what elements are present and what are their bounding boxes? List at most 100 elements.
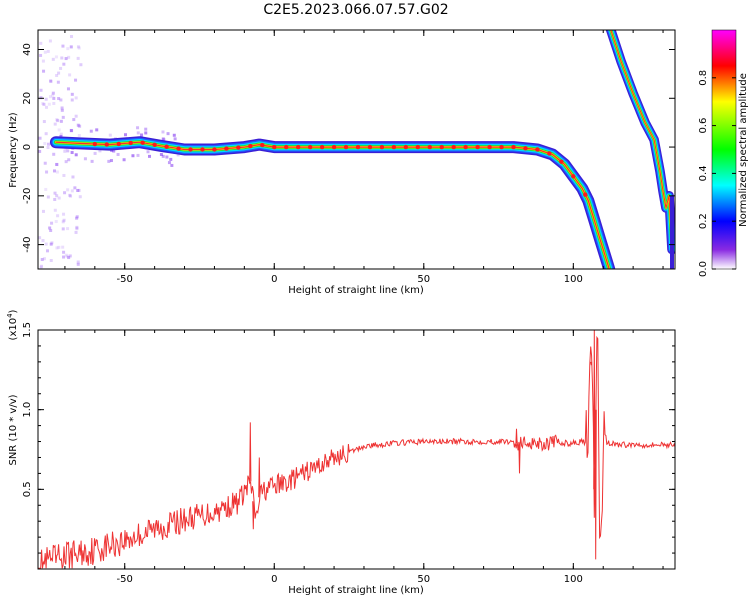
ridge-peak xyxy=(164,144,169,149)
x-tick-label: 0 xyxy=(271,274,277,285)
ridge-peak xyxy=(475,144,480,150)
noise-cell xyxy=(68,254,72,258)
ridge-peak xyxy=(116,141,121,147)
spectrogram-frame xyxy=(37,29,676,270)
ridge-peak xyxy=(583,192,588,197)
noise-cell xyxy=(57,196,61,200)
x-tick-label: 0 xyxy=(271,574,277,585)
noise-cell xyxy=(66,87,70,91)
noise-cell xyxy=(39,264,43,268)
noise-cell xyxy=(63,191,67,195)
alias-ridge-band-5 xyxy=(610,30,673,250)
noise-cell xyxy=(64,57,68,61)
noise-cell xyxy=(59,119,63,123)
noise-cell xyxy=(76,260,80,264)
noise-cell xyxy=(76,56,80,60)
noise-cell xyxy=(52,152,56,156)
colorbar-tick-label: 0.4 xyxy=(698,165,709,181)
ridge-peak xyxy=(152,142,157,147)
figure-title: C2E5.2023.066.07.57.G02 xyxy=(263,2,448,18)
noise-cell xyxy=(60,56,64,60)
noise-cell xyxy=(44,97,48,101)
noise-cell xyxy=(172,133,176,137)
noise-cell xyxy=(40,258,44,262)
noise-cell xyxy=(140,133,144,137)
noise-cell xyxy=(75,225,79,229)
colorbar: 0.0 0.2 0.4 0.6 0.8 Normalized spectral ampl… xyxy=(698,29,749,277)
noise-cell xyxy=(76,188,80,192)
noise-cell xyxy=(73,186,77,190)
noise-cell xyxy=(112,149,116,153)
noise-cell xyxy=(48,39,52,43)
noise-cell xyxy=(70,98,74,102)
noise-cell xyxy=(148,154,152,158)
noise-cell xyxy=(76,45,80,49)
noise-cell xyxy=(41,59,45,63)
noise-cell xyxy=(69,194,73,198)
colorbar-gradient xyxy=(711,29,737,270)
ridge-peak xyxy=(92,141,98,147)
noise-cell xyxy=(64,253,68,257)
ridge-peak xyxy=(272,144,277,150)
noise-cell xyxy=(169,157,173,161)
x-tick-label: -50 xyxy=(117,574,133,585)
noise-cell xyxy=(166,132,170,136)
noise-cell xyxy=(53,208,57,212)
noise-cell xyxy=(59,66,63,70)
noise-cell xyxy=(131,154,135,158)
ridge-peak xyxy=(104,142,109,147)
noise-cell xyxy=(47,102,51,106)
ridge-peak xyxy=(379,144,385,150)
noise-cell xyxy=(38,149,42,153)
noise-cell xyxy=(144,127,148,131)
noise-cell xyxy=(45,170,49,174)
noise-cell xyxy=(42,69,46,73)
noise-cell xyxy=(55,73,59,77)
ridge-peak xyxy=(559,159,564,164)
noise-cell xyxy=(52,169,56,173)
y-tick-label: 20 xyxy=(22,92,33,105)
noise-cell xyxy=(77,46,81,50)
noise-cell xyxy=(38,136,42,140)
noise-cell xyxy=(49,80,53,84)
noise-cell xyxy=(122,158,126,162)
noise-cell xyxy=(70,151,74,155)
noise-cell xyxy=(161,137,165,141)
noise-cell xyxy=(44,187,48,191)
ridge-peak xyxy=(200,147,205,152)
colorbar-tick-label: 0.6 xyxy=(698,118,709,134)
ridge-peak xyxy=(212,147,217,152)
snr-frame xyxy=(37,329,676,570)
noise-cell xyxy=(52,96,56,100)
noise-cell xyxy=(63,149,67,153)
ridge-peak xyxy=(535,147,540,152)
noise-cell xyxy=(62,250,66,254)
noise-cell xyxy=(67,55,71,59)
noise-cell xyxy=(61,227,65,231)
noise-cell xyxy=(136,126,140,130)
noise-cell xyxy=(71,175,75,179)
noise-cell xyxy=(62,173,66,177)
ridge-peak xyxy=(403,144,409,150)
ridge-peak xyxy=(487,144,492,150)
noise-cell xyxy=(39,266,43,269)
noise-cell xyxy=(39,41,43,45)
colorbar-tick-label: 0.0 xyxy=(698,261,709,277)
noise-cell xyxy=(42,120,46,124)
noise-cell xyxy=(62,218,66,222)
noise-cell xyxy=(61,44,65,48)
ridge-peak xyxy=(439,144,444,150)
ridge-peak xyxy=(415,144,421,150)
noise-cell xyxy=(60,108,64,112)
noise-cell xyxy=(69,128,73,132)
noise-cell xyxy=(56,214,60,218)
ridge-peak xyxy=(128,140,133,146)
noise-cell xyxy=(68,193,72,197)
noise-cell xyxy=(43,141,47,145)
ridge-peak xyxy=(391,144,397,150)
noise-cell xyxy=(54,55,58,59)
noise-cell xyxy=(83,157,87,161)
noise-cell xyxy=(67,158,71,162)
noise-cell xyxy=(41,102,45,106)
